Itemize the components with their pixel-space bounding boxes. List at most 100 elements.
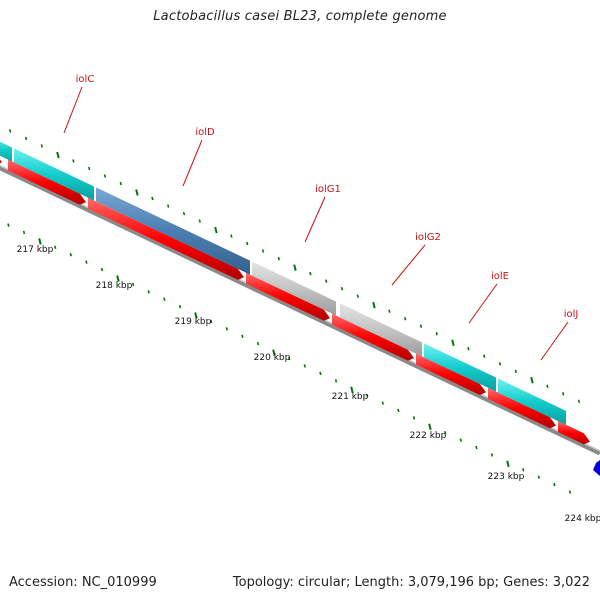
ruler-tick bbox=[85, 260, 88, 264]
ruler-label: 220 kbp bbox=[254, 353, 291, 363]
ruler-tick bbox=[56, 151, 60, 159]
ruler-label: 219 kbp bbox=[175, 317, 212, 327]
ruler-tick bbox=[151, 196, 154, 201]
gene-leader-line bbox=[63, 86, 83, 134]
ruler-tick bbox=[194, 312, 198, 319]
cds-arrow[interactable] bbox=[416, 353, 486, 395]
ruler-tick bbox=[132, 282, 135, 287]
ruler-tick bbox=[293, 264, 297, 271]
ruler-tick bbox=[309, 271, 312, 276]
ruler-tick bbox=[522, 468, 525, 472]
gene-track bbox=[0, 137, 566, 425]
ruler-tick bbox=[435, 332, 438, 336]
ruler-tick bbox=[475, 445, 478, 450]
ruler-tick bbox=[246, 241, 249, 246]
ruler-tick bbox=[167, 204, 170, 208]
gene-leader-line bbox=[468, 283, 498, 324]
ruler-tick bbox=[428, 423, 432, 431]
ruler-tick bbox=[135, 189, 139, 196]
gene-block[interactable] bbox=[340, 303, 422, 357]
ruler-ticks-outer bbox=[9, 129, 581, 404]
gene-block[interactable] bbox=[96, 187, 250, 275]
ruler-tick bbox=[22, 230, 26, 235]
genome-backbone bbox=[0, 164, 600, 456]
ruler-tick bbox=[514, 369, 517, 373]
ruler-tick bbox=[444, 431, 447, 435]
ruler-label: 222 kbp bbox=[410, 431, 447, 441]
ruler-tick bbox=[537, 475, 540, 479]
ruler-tick bbox=[404, 316, 407, 321]
accession-text: Accession: NC_010999 bbox=[9, 575, 157, 590]
ruler-tick bbox=[230, 234, 233, 238]
cds-arrow[interactable] bbox=[0, 151, 2, 165]
ruler-tick bbox=[277, 256, 280, 261]
ruler-tick bbox=[467, 347, 470, 351]
ruler-tick bbox=[483, 354, 486, 358]
ruler-tick bbox=[116, 275, 120, 282]
ruler-tick bbox=[340, 286, 344, 291]
ruler-tick bbox=[553, 482, 556, 487]
map-title: Lactobacillus casei BL23, complete genom… bbox=[153, 9, 447, 24]
gene-leader-line bbox=[304, 196, 326, 243]
ruler-tick bbox=[388, 309, 391, 313]
gene-leader-line bbox=[391, 244, 426, 286]
ruler-tick bbox=[7, 223, 10, 227]
ruler-tick bbox=[350, 386, 354, 393]
gene-block[interactable] bbox=[498, 378, 566, 425]
ruler-tick bbox=[366, 393, 369, 398]
ruler-tick bbox=[182, 211, 186, 216]
ruler-tick bbox=[459, 438, 462, 442]
ruler-tick bbox=[72, 159, 75, 163]
ruler-label: 217 kbp bbox=[17, 245, 54, 255]
ruler-tick bbox=[88, 166, 91, 171]
gene-block[interactable] bbox=[252, 261, 336, 316]
ruler-tick bbox=[272, 349, 276, 356]
ruler-labels: 217 kbp 218 kbp 219 kbp 220 kbp 221 kbp 222 k… bbox=[17, 245, 600, 524]
ruler-tick bbox=[119, 181, 122, 186]
cds-arrow[interactable] bbox=[332, 313, 414, 361]
ruler-tick bbox=[319, 371, 322, 376]
cds-track bbox=[0, 151, 590, 445]
genome-summary-text: Topology: circular; Length: 3,079,196 bp… bbox=[232, 575, 590, 590]
gene-block[interactable] bbox=[0, 137, 12, 162]
cds-arrow[interactable] bbox=[8, 159, 86, 205]
ruler-tick bbox=[530, 377, 534, 384]
gene-leader-line bbox=[182, 139, 203, 187]
gene-label[interactable]: iolJ bbox=[564, 309, 579, 320]
ruler-tick bbox=[178, 304, 182, 309]
ruler-tick bbox=[577, 399, 581, 404]
ruler-tick bbox=[256, 342, 260, 346]
ruler-tick bbox=[261, 249, 265, 253]
ruler-tick bbox=[397, 408, 400, 413]
ruler-tick bbox=[506, 460, 510, 468]
gene-label[interactable]: iolD bbox=[195, 127, 215, 138]
cds-arrow[interactable] bbox=[88, 197, 244, 280]
ruler-label: 223 kbp bbox=[488, 472, 525, 482]
gene-label[interactable]: iolG1 bbox=[315, 184, 341, 195]
ruler-label: 224 kbp bbox=[565, 514, 600, 524]
ruler-tick bbox=[303, 364, 306, 368]
ruler-tick bbox=[546, 384, 549, 389]
cds-arrow[interactable] bbox=[246, 272, 330, 321]
gene-block[interactable] bbox=[14, 148, 94, 201]
ruler-tick bbox=[241, 334, 244, 339]
cds-arrow[interactable] bbox=[488, 387, 556, 429]
cds-arrow[interactable] bbox=[558, 421, 590, 445]
ruler-tick bbox=[54, 245, 57, 250]
ruler-tick bbox=[498, 362, 502, 366]
gene-block[interactable] bbox=[424, 343, 496, 392]
ruler-tick bbox=[288, 356, 291, 361]
gene-label[interactable]: iolC bbox=[76, 74, 95, 85]
ruler-tick bbox=[147, 290, 150, 294]
other-feature-arrow[interactable] bbox=[593, 460, 600, 476]
ruler-tick bbox=[163, 297, 166, 301]
gene-label[interactable]: iolG2 bbox=[415, 232, 441, 243]
ruler-tick bbox=[225, 327, 228, 331]
ruler-tick bbox=[372, 301, 376, 309]
ruler-tick bbox=[325, 279, 328, 283]
ruler-tick bbox=[40, 144, 43, 148]
ruler-label: 221 kbp bbox=[332, 392, 369, 402]
ruler-tick bbox=[562, 392, 565, 396]
gene-label[interactable]: iolE bbox=[491, 271, 509, 282]
